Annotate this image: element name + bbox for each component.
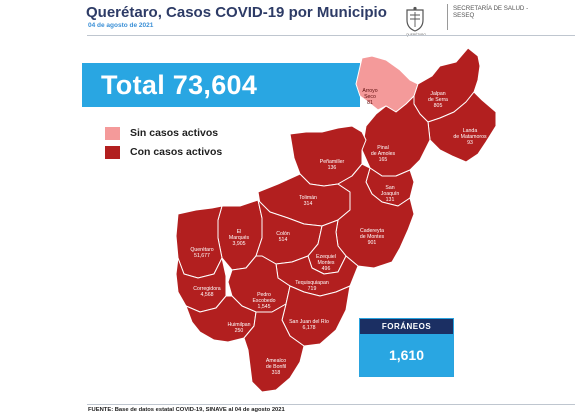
label-pedro-escobedo: Pedro Escobedo 1,545 (252, 292, 275, 311)
label-amealco-de-bonfil: Amealco de Bonfil 318 (266, 358, 286, 377)
label-penamiller: Peñamiller 136 (320, 159, 345, 171)
report-date: 04 de agosto de 2021 (88, 22, 154, 29)
label-corregidora: Corregidora 4,568 (193, 286, 220, 298)
municipality-name: Landa de Matamoros (453, 128, 487, 141)
municipality-cases: 93 (467, 140, 473, 147)
label-colon: Colón 514 (276, 231, 290, 243)
municipality-cases: 81 (367, 100, 373, 107)
municipality-name: Ezequiel Montes (316, 254, 336, 267)
municipality-cases: 318 (271, 370, 281, 377)
municipality-name: Huimilpan (227, 322, 251, 328)
source-note: FUENTE: Base de datos estatal COVID-19, … (88, 407, 285, 413)
municipality-cases: 314 (303, 201, 313, 208)
legend-label-active: Con casos activos (130, 146, 223, 158)
municipality-name: San Joaquín (380, 185, 400, 198)
label-tequisquiapan: Tequisquiapan 719 (295, 280, 328, 292)
municipality-queretaro (175, 205, 223, 279)
municipality-name: Tolimán (299, 195, 317, 201)
label-ezequiel-montes: Ezequiel Montes 496 (316, 254, 336, 273)
legend-item-active: Con casos activos (105, 145, 222, 159)
legend-label-no-active: Sin casos activos (130, 127, 219, 139)
municipality-name: Pedro Escobedo (252, 292, 276, 305)
label-landa-de-matamoros: Landa de Matamoros 93 (453, 128, 486, 147)
header-divider (447, 4, 448, 30)
municipality-cases: 131 (385, 197, 395, 204)
municipality-name: San Juan del Río (289, 319, 329, 325)
municipality-name: Corregidora (193, 286, 221, 292)
foraneos-label: FORÁNEOS (360, 319, 453, 334)
municipality-name: Tequisquiapan (295, 280, 329, 286)
municipality-cases: 3,905 (232, 241, 246, 248)
municipality-cases: 136 (327, 165, 337, 172)
municipality-amealco-de-bonfil (243, 303, 305, 393)
municipality-name: Cadereyta de Montes (359, 228, 385, 241)
municipality-name: Jalpan de Serra (428, 91, 448, 104)
municipality-name: Peñamiller (319, 159, 345, 165)
municipality-cases: 805 (433, 103, 443, 110)
total-cases-text: Total 73,604 (101, 70, 258, 100)
municipality-name: Amealco de Bonfil (265, 358, 287, 371)
label-queretaro: Querétaro 51,677 (190, 247, 213, 259)
municipality-cases: 719 (307, 286, 317, 293)
municipality-cases: 901 (367, 240, 377, 247)
label-san-juan-del-rio: San Juan del Río 6,178 (289, 319, 329, 331)
municipality-cases: 51,677 (194, 253, 210, 260)
municipality-landa-de-matamoros (427, 91, 497, 163)
foraneos-box: FORÁNEOS 1,610 (359, 318, 454, 377)
municipality-cases: 1,545 (257, 304, 271, 311)
foraneos-value: 1,610 (360, 334, 453, 376)
legend-swatch-active (105, 145, 120, 159)
municipality-cases: 6,178 (302, 325, 316, 332)
municipality-cases: 165 (378, 157, 388, 164)
total-cases-banner: Total 73,604 (82, 63, 360, 107)
header-rule (87, 35, 575, 36)
municipality-name: Colón (276, 231, 290, 237)
label-cadereyta-de-montes: Cadereyta de Montes 901 (360, 228, 384, 247)
legend-item-no-active: Sin casos activos (105, 126, 218, 140)
label-huimilpan: Huimilpan 250 (227, 322, 250, 334)
label-jalpan-de-serra: Jalpan de Serra 805 (428, 91, 448, 110)
municipality-name: Arroyo Seco (362, 88, 378, 101)
label-pinal-de-amoles: Pinal de Amoles 165 (371, 145, 395, 164)
agency-name: SECRETARÍA DE SALUD - SESEQ (453, 5, 529, 20)
municipality-name: Querétaro (190, 247, 214, 253)
municipality-cases: 250 (234, 328, 244, 335)
label-el-marques: El Marqués 3,905 (229, 229, 249, 248)
footer-rule (87, 404, 575, 405)
label-arroyo-seco: Arroyo Seco 81 (362, 88, 377, 107)
label-san-joaquin: San Joaquín 131 (381, 185, 399, 204)
label-toliman: Tolimán 314 (299, 195, 317, 207)
municipality-cases: 496 (321, 266, 331, 273)
municipality-cases: 4,568 (200, 292, 214, 299)
page-title: Querétaro, Casos COVID-19 por Municipio (86, 4, 387, 21)
municipality-name: Pinal de Amoles (370, 145, 396, 158)
municipality-cases: 514 (278, 237, 288, 244)
municipality-name: El Marqués (228, 229, 250, 242)
state-coat-of-arms-icon (406, 6, 424, 32)
legend-swatch-no-active (105, 126, 120, 140)
